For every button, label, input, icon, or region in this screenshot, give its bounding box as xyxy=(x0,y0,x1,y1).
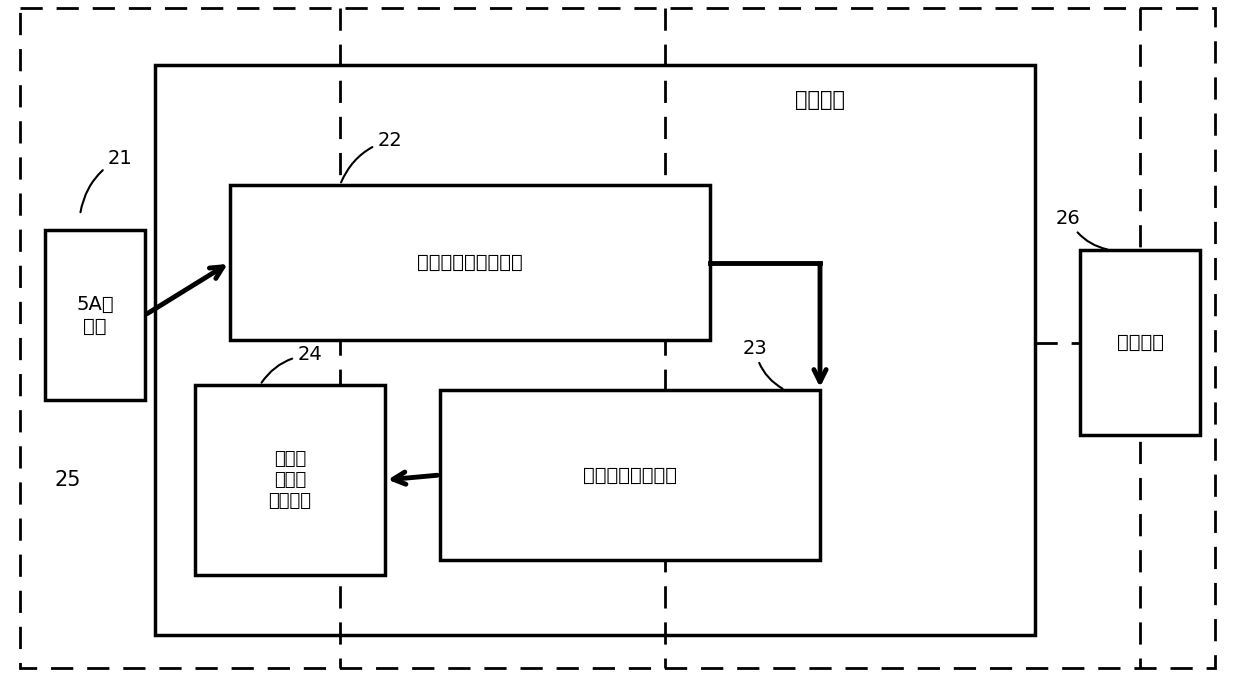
Bar xyxy=(195,385,384,575)
Text: 23: 23 xyxy=(743,339,782,389)
Bar xyxy=(155,65,1035,635)
Text: 控制装置: 控制装置 xyxy=(1116,333,1163,352)
Text: 26: 26 xyxy=(1055,208,1107,249)
Text: 21: 21 xyxy=(81,148,133,212)
Text: 海绵钛高温吸附装置: 海绵钛高温吸附装置 xyxy=(417,253,523,272)
Text: 惰性气
体收集
测重装置: 惰性气 体收集 测重装置 xyxy=(269,450,311,510)
Text: 24: 24 xyxy=(262,346,322,383)
Text: 真空装置: 真空装置 xyxy=(795,90,844,110)
Bar xyxy=(1080,250,1200,435)
Text: 25: 25 xyxy=(55,470,82,490)
Bar xyxy=(45,230,145,400)
Text: 22: 22 xyxy=(341,131,402,183)
Bar xyxy=(440,390,820,560)
Text: 5A分
子筛: 5A分 子筛 xyxy=(76,295,114,335)
Bar xyxy=(229,185,711,340)
Text: 气相色谱分离装置: 气相色谱分离装置 xyxy=(583,466,677,484)
